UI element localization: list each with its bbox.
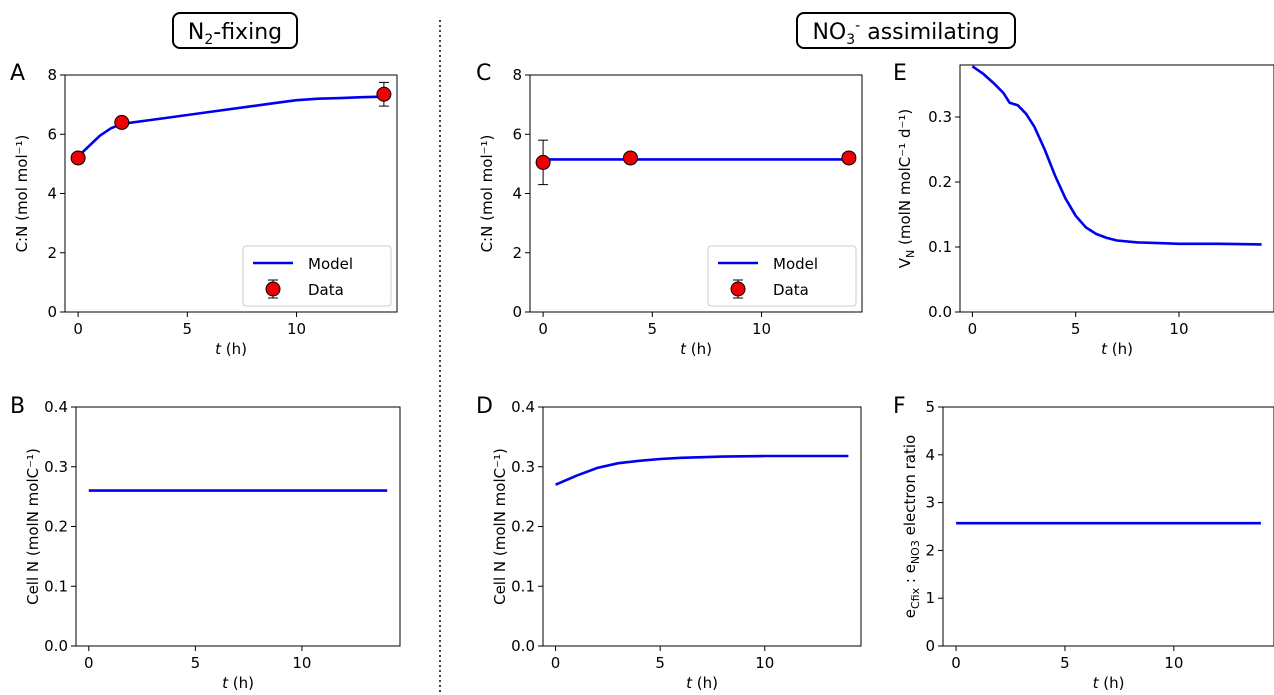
panel-d-ytick-label: 0.4 xyxy=(511,398,535,416)
panel-d-ytick-label: 0.0 xyxy=(511,637,535,655)
panel-e-ytick-label: 0.0 xyxy=(928,303,952,321)
panel-e-ytick-label: 0.2 xyxy=(928,173,952,191)
panel-b-ytick-label: 0.2 xyxy=(44,518,68,536)
group-box-n2 xyxy=(172,12,298,49)
panel-e-xtick-label: 10 xyxy=(1169,320,1188,338)
panel-b-ylabel: Cell N (molN molC⁻¹) xyxy=(24,448,42,605)
panel-a-model-line xyxy=(77,95,384,158)
panel-d-xtick-label: 10 xyxy=(755,654,774,672)
panel-f: 0 5 10 0 1 2 3 4 5 t (h) eCfix : eNO3 electron rat… xyxy=(901,398,1274,692)
panel-f-xlabel: t (h) xyxy=(1093,674,1125,692)
panel-b-ytick-label: 0.1 xyxy=(44,577,68,595)
group-title-n2: N2-fixing xyxy=(188,20,282,48)
panel-a-ytick-label: 8 xyxy=(47,66,57,84)
panel-c-data-point xyxy=(841,150,857,166)
panel-a-legend-data: Data xyxy=(308,281,344,299)
panel-a-xtick-label: 0 xyxy=(73,320,83,338)
panel-e-model-line xyxy=(971,65,1262,246)
group-title-no3: NO3- assimilating xyxy=(812,18,999,48)
panel-b-ytick-label: 0.0 xyxy=(44,637,68,655)
panel-b-xtick-label: 0 xyxy=(84,654,94,672)
panel-a-data-point xyxy=(114,114,130,130)
panel-c-xtick-label: 5 xyxy=(648,320,658,338)
panel-c-legend-marker xyxy=(730,281,746,297)
panel-a-ytick-label: 0 xyxy=(47,303,57,321)
panel-c-ytick-label: 8 xyxy=(512,66,522,84)
group-box-no3 xyxy=(796,12,1016,49)
panel-f-ytick-label: 4 xyxy=(925,446,935,464)
panel-a-ytick-label: 4 xyxy=(47,185,57,203)
panel-letter-a: A xyxy=(10,61,25,86)
panel-f-xtick-label: 5 xyxy=(1060,654,1070,672)
panel-letter-e: E xyxy=(893,61,907,86)
panel-f-xtick-label: 10 xyxy=(1164,654,1183,672)
panel-a-xtick-label: 10 xyxy=(287,320,306,338)
panel-d-xtick-label: 5 xyxy=(655,654,665,672)
panel-f-xtick-label: 0 xyxy=(951,654,961,672)
panel-c-legend-model: Model xyxy=(773,255,818,273)
panel-b-frame xyxy=(75,406,401,647)
panel-f-ytick-label: 0 xyxy=(925,637,935,655)
panel-c-xtick-label: 10 xyxy=(752,320,771,338)
panel-f-frame xyxy=(942,406,1274,647)
panel-c-legend-data: Data xyxy=(773,281,809,299)
panel-a-data-point xyxy=(376,86,392,102)
panel-b-ytick-label: 0.3 xyxy=(44,458,68,476)
panel-f-ytick-label: 5 xyxy=(925,398,935,416)
panel-e-ytick-label: 0.1 xyxy=(928,238,952,256)
panel-c-xtick-label: 0 xyxy=(538,320,548,338)
panel-b-xtick-label: 10 xyxy=(292,654,311,672)
panel-a-xtick-label: 5 xyxy=(183,320,193,338)
panel-b-xtick-label: 5 xyxy=(191,654,201,672)
panel-c-data-point xyxy=(622,150,638,166)
panel-e-xtick-label: 5 xyxy=(1071,320,1081,338)
panel-d-ytick-label: 0.3 xyxy=(511,458,535,476)
panel-a-ytick-label: 6 xyxy=(47,125,57,143)
panel-c-ytick-label: 2 xyxy=(512,244,522,262)
panel-c-xlabel: t (h) xyxy=(680,340,712,358)
panel-c-ytick-label: 6 xyxy=(512,125,522,143)
panel-e-ytick-label: 0.3 xyxy=(928,108,952,126)
panel-b-xlabel: t (h) xyxy=(222,674,254,692)
panel-d-ylabel: Cell N (molN molC⁻¹) xyxy=(491,448,509,605)
panel-e: 0 5 10 0.0 0.1 0.2 0.3 t (h) VN (molN molC⁻¹ d⁻¹… xyxy=(896,64,1274,358)
panel-d-ytick-label: 0.2 xyxy=(511,518,535,536)
panel-f-ytick-label: 1 xyxy=(925,589,935,607)
panel-a-ylabel: C:N (mol mol⁻¹) xyxy=(13,135,31,253)
panel-b-ytick-label: 0.4 xyxy=(44,398,68,416)
panel-a-legend-marker xyxy=(265,281,281,297)
panel-letter-c: C xyxy=(476,61,491,86)
panel-d-model-line xyxy=(555,454,849,486)
panel-c: 0 5 10 0 2 4 6 8 t (h) C:N (mol mol⁻¹) Model Data xyxy=(478,66,863,358)
panel-d-xlabel: t (h) xyxy=(686,674,718,692)
panel-a: 0 5 10 0 2 4 6 8 t (h) C:N (mol mol⁻¹) Model Data xyxy=(13,66,398,358)
panel-d-frame xyxy=(542,406,862,647)
panel-a-legend-model: Model xyxy=(308,255,353,273)
panel-c-ytick-label: 0 xyxy=(512,303,522,321)
panel-a-data-point xyxy=(70,150,86,166)
panel-a-ytick-label: 2 xyxy=(47,244,57,262)
panel-letter-b: B xyxy=(10,394,25,419)
panel-letter-d: D xyxy=(476,394,493,419)
panel-c-ylabel: C:N (mol mol⁻¹) xyxy=(478,135,496,253)
panel-e-xtick-label: 0 xyxy=(968,320,978,338)
panel-e-frame xyxy=(959,64,1274,313)
panel-letter-f: F xyxy=(893,394,906,419)
panel-e-xlabel: t (h) xyxy=(1101,340,1133,358)
panel-c-ytick-label: 4 xyxy=(512,185,522,203)
panel-f-ylabel: eCfix : eNO3 electron ratio xyxy=(901,435,922,618)
panel-e-ylabel: VN (molN molC⁻¹ d⁻¹) xyxy=(896,109,917,269)
panel-c-data-point xyxy=(535,154,551,170)
panel-f-ytick-label: 2 xyxy=(925,541,935,559)
panel-d-xtick-label: 0 xyxy=(551,654,561,672)
panel-f-ytick-label: 3 xyxy=(925,494,935,512)
panel-d: 0 5 10 0.0 0.1 0.2 0.3 0.4 t (h) Cell N (molN mol… xyxy=(491,398,862,692)
panel-b: 0 5 10 0.0 0.1 0.2 0.3 0.4 t (h) Cell N (molN mol… xyxy=(24,398,401,692)
panel-a-xlabel: t (h) xyxy=(215,340,247,358)
panel-d-ytick-label: 0.1 xyxy=(511,577,535,595)
